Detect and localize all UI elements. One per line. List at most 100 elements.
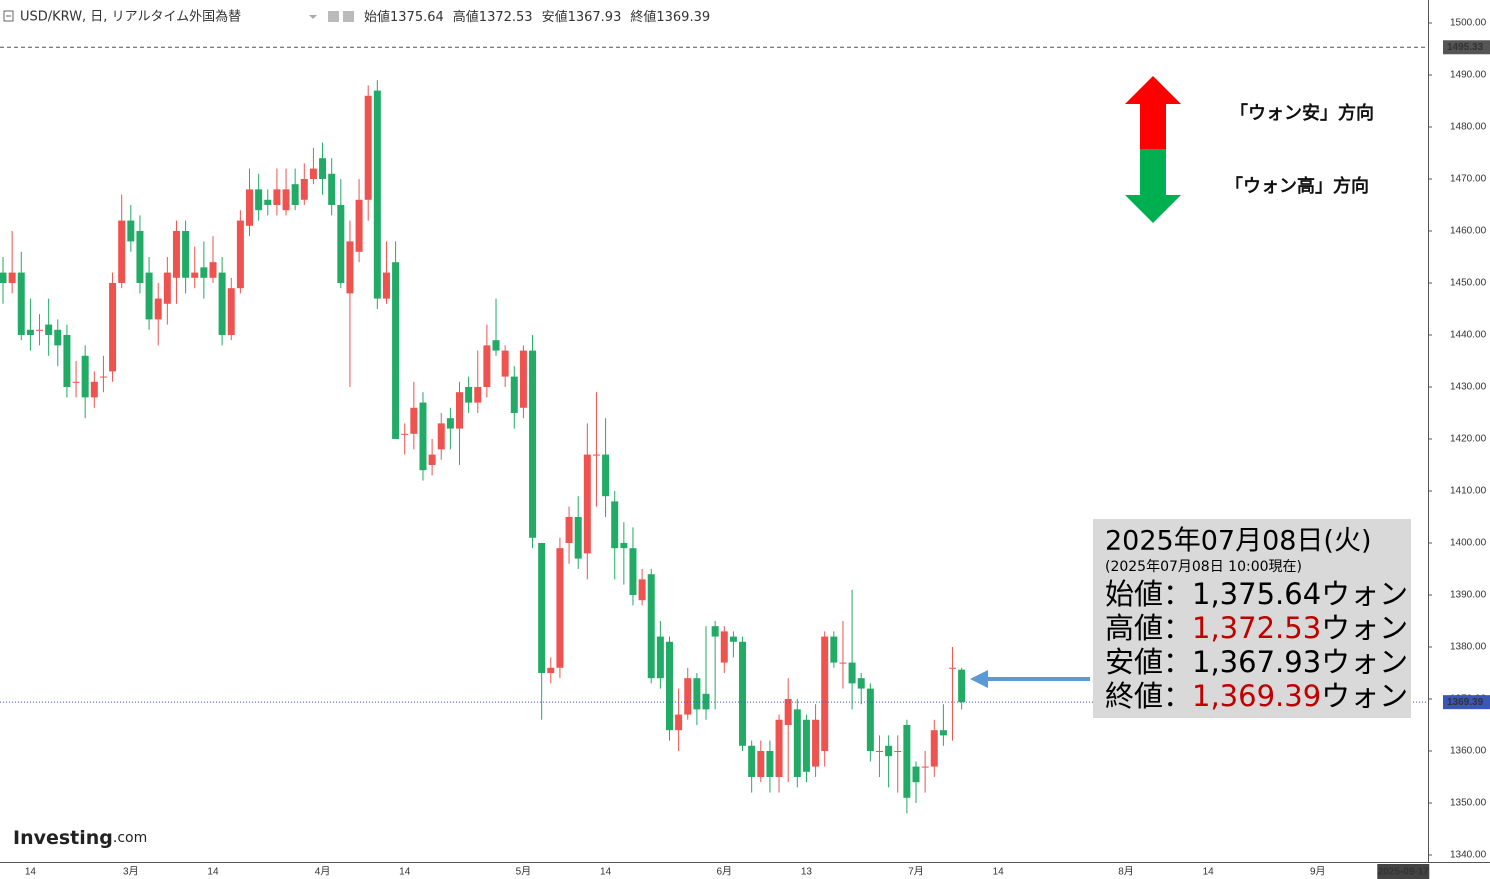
candle-body (154, 298, 162, 320)
collapse-icon[interactable] (3, 10, 14, 22)
candle-body (163, 272, 171, 304)
x-tick-label-box (1377, 864, 1430, 879)
row-unit: ウォン (1321, 679, 1408, 713)
candle-body (766, 750, 774, 777)
candle-body (45, 324, 53, 335)
candle-body (802, 719, 810, 772)
y-tick-label: 1470.00 (1450, 174, 1487, 185)
y-tick-label: 1380.00 (1450, 642, 1487, 653)
candle-body (309, 168, 317, 179)
y-tick-label: 1340.00 (1450, 850, 1487, 861)
y-tick-label: 1440.00 (1450, 330, 1487, 341)
candle-body (218, 272, 226, 335)
ohlc-value: 1369.39 (656, 10, 710, 25)
annotation-row: 高値：1,372.53ウォン (1105, 611, 1408, 645)
candle-body (583, 454, 591, 554)
candle-body (748, 745, 756, 777)
price-label-box (1443, 40, 1490, 55)
candle-body (182, 230, 190, 278)
candle-body (483, 345, 491, 387)
annotation-row: 安値：1,367.93ウォン (1105, 645, 1408, 679)
candle-body (830, 636, 838, 663)
candle-body (410, 407, 418, 434)
candle-body (282, 189, 290, 211)
candle-body (647, 574, 655, 679)
candle-body (519, 350, 527, 408)
candle-body (684, 678, 692, 715)
candle-body (456, 392, 463, 429)
candle-body (291, 184, 299, 205)
ohlc-label: 高値 (453, 9, 479, 25)
candle-body (720, 631, 728, 663)
candle-body (118, 220, 126, 283)
candle-body (474, 386, 482, 403)
candle-body (775, 719, 783, 777)
candle-body (419, 402, 427, 471)
candle-body (145, 272, 153, 320)
annotation-asof: (2025年07月08日 10:00現在) (1105, 559, 1302, 575)
candle-body (90, 381, 98, 398)
candle-body (538, 542, 546, 673)
candle-body (510, 376, 518, 413)
ohlc-value: 1372.53 (479, 10, 533, 25)
candle-body (300, 178, 308, 200)
x-tick-label: 14 (399, 867, 411, 878)
logo-name: Investing (13, 827, 113, 849)
candle-body (921, 766, 929, 768)
x-tick-label: 3月 (123, 866, 139, 878)
y-tick-label: 1350.00 (1450, 798, 1487, 809)
down-arrow (1125, 149, 1181, 223)
candle-body (0, 272, 7, 283)
annotation-row: 始値：1,375.64ウォン (1105, 577, 1408, 611)
x-tick-label: 14 (25, 867, 37, 878)
x-tick-label: 2025-09-17 (1378, 867, 1430, 878)
candle-body (821, 636, 829, 751)
y-tick-label: 1430.00 (1450, 382, 1487, 393)
candle-body (63, 334, 71, 387)
settings-icon[interactable] (343, 11, 354, 22)
candle-body (99, 376, 107, 378)
candle-body (328, 173, 336, 205)
x-tick-label: 6月 (716, 866, 732, 878)
candle-body (8, 272, 16, 283)
candle-body (739, 641, 747, 746)
price-label: 1495.33 (1447, 42, 1484, 53)
candle-body (793, 709, 801, 777)
settings-icon[interactable] (328, 11, 339, 22)
candle-body (958, 669, 966, 703)
candle-body (693, 678, 701, 710)
candle-body (446, 418, 454, 429)
candle-body (428, 454, 436, 465)
y-tick-label: 1420.00 (1450, 434, 1487, 445)
candle-body (346, 241, 354, 294)
x-tick-label: 8月 (1118, 866, 1134, 878)
candle-body (382, 272, 390, 299)
ohlc-header: 始値1375.64 高値1372.53 安値1367.93 終値1369.39 (364, 9, 710, 25)
price-label-box (1443, 695, 1490, 710)
candle-body (355, 199, 363, 252)
price-label: 1369.39 (1447, 697, 1484, 708)
y-tick-label: 1410.00 (1450, 486, 1487, 497)
candle-body (629, 548, 637, 595)
dropdown-icon[interactable] (309, 15, 317, 19)
x-tick-label: 14 (600, 867, 612, 878)
candle-body (885, 745, 893, 757)
candle-body (729, 636, 737, 642)
annotation-date: 2025年07月08日(火) (1105, 526, 1372, 557)
candle-body (273, 189, 281, 205)
y-tick-label: 1390.00 (1450, 590, 1487, 601)
candle-body (894, 750, 902, 752)
candle-body (136, 230, 144, 283)
candle-body (848, 662, 856, 684)
candle-body (565, 516, 573, 543)
candle-body (255, 189, 263, 211)
candle-body (72, 381, 80, 383)
row-value: 1,367.93 (1192, 645, 1321, 679)
candle-body (574, 516, 582, 559)
candle-body (638, 579, 646, 601)
candle-body (26, 329, 34, 335)
ohlc-value: 1367.93 (568, 10, 622, 25)
